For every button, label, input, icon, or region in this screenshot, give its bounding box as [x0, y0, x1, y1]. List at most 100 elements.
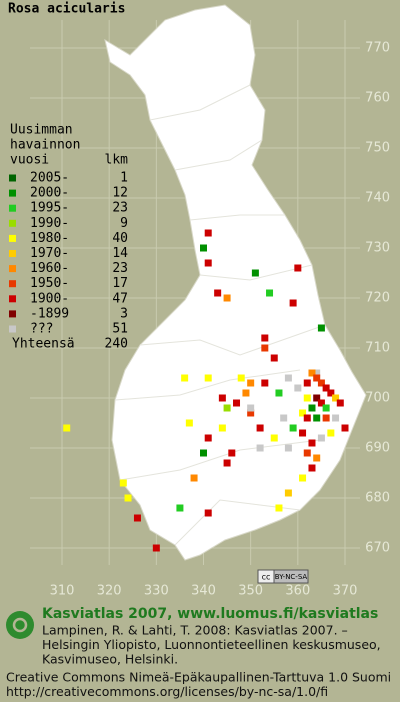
observation-square — [247, 379, 255, 387]
legend-count: 14 — [112, 246, 128, 261]
observation-square — [317, 434, 325, 442]
observation-square — [313, 414, 321, 422]
observation-square — [313, 454, 321, 462]
legend-swatch — [9, 189, 16, 197]
observation-square — [284, 374, 292, 382]
observation-square — [223, 459, 231, 467]
observation-square — [313, 394, 321, 402]
x-tick-label: 320 — [97, 584, 122, 599]
observation-square — [284, 489, 292, 497]
region-borders — [114, 84, 326, 546]
observation-square — [200, 449, 207, 457]
observation-square — [242, 389, 250, 397]
observation-square — [332, 414, 340, 422]
observation-square — [247, 409, 255, 417]
observation-square — [317, 399, 325, 407]
license-line: Creative Commons Nimeä-Epäkaupallinen-Ta… — [6, 670, 391, 685]
license-line: http://creativecommons.org/licenses/by-n… — [6, 684, 328, 699]
observation-square — [256, 444, 264, 452]
citation-line: Lampinen, R. & Lahti, T. 2008: Kasviatla… — [42, 623, 348, 638]
observation-square — [317, 324, 325, 332]
legend-label: 1900- — [30, 291, 69, 306]
observation-square — [204, 374, 212, 382]
observation-square — [233, 399, 241, 407]
observation-square — [299, 409, 307, 417]
observation-square — [280, 414, 288, 422]
site-link[interactable]: Kasviatlas 2007, www.luomus.fi/kasviatla… — [42, 606, 378, 622]
legend-label: -1899 — [30, 306, 69, 321]
x-tick-label: 360 — [285, 584, 310, 599]
observation-square — [200, 244, 207, 252]
legend-swatch — [9, 204, 16, 212]
observation-square — [218, 394, 226, 402]
title: Rosa acicularis — [8, 2, 125, 17]
legend-count: 12 — [112, 186, 128, 201]
observation-square — [275, 389, 283, 397]
legend-label: 2005- — [30, 171, 69, 186]
observation-square — [299, 474, 307, 482]
observation-square — [152, 544, 160, 552]
legend-label: ??? — [30, 322, 53, 337]
observation-square — [327, 389, 335, 397]
y-tick-label: 670 — [365, 541, 390, 556]
observation-square — [294, 384, 302, 392]
observation-square — [308, 369, 316, 377]
y-tick-label: 760 — [365, 91, 390, 106]
observation-square — [308, 404, 316, 412]
y-tick-label: 720 — [365, 291, 390, 306]
observation-square — [218, 424, 226, 432]
legend-swatch — [9, 265, 16, 273]
badge-cc: cc — [262, 573, 271, 582]
observation-square — [133, 514, 141, 522]
legend-label: 1990- — [30, 216, 69, 231]
legend-count: 1 — [120, 171, 128, 186]
observation-square — [317, 379, 325, 387]
legend-heading: vuosi — [10, 153, 49, 168]
y-tick-label: 730 — [365, 241, 390, 256]
observation-square — [181, 374, 189, 382]
observation-square — [247, 404, 255, 412]
observation-square — [261, 379, 269, 387]
observation-square — [289, 299, 297, 307]
observation-square — [270, 434, 278, 442]
observation-square — [303, 379, 311, 387]
observation-square — [313, 369, 321, 377]
observation-square — [124, 494, 132, 502]
legend-swatch — [9, 219, 16, 227]
observation-square — [322, 384, 330, 392]
badge-license: BY-NC-SA — [275, 573, 308, 581]
legend-swatch — [9, 295, 16, 303]
observation-square — [303, 449, 311, 457]
observation-square — [341, 424, 349, 432]
observation-square — [270, 354, 278, 362]
logo-spiral — [12, 617, 28, 633]
observation-square — [237, 374, 245, 382]
y-tick-label: 740 — [365, 191, 390, 206]
legend-total-label: Yhteensä — [12, 337, 75, 352]
y-tick-label: 750 — [365, 141, 390, 156]
observation-square — [251, 269, 259, 277]
legend-swatch — [9, 310, 16, 318]
y-tick-label: 680 — [365, 491, 390, 506]
observation-square — [299, 429, 307, 437]
y-tick-label: 700 — [365, 391, 390, 406]
license-badge: cc BY-NC-SA — [257, 569, 309, 584]
legend-swatch — [9, 234, 16, 242]
observation-square — [332, 394, 340, 402]
legend-count: 9 — [120, 216, 128, 231]
legend-label: 1995- — [30, 201, 69, 216]
observation-square — [204, 229, 212, 237]
logo — [6, 611, 34, 639]
observation-square — [284, 444, 292, 452]
observation-square — [275, 504, 283, 512]
observation-square — [308, 439, 316, 447]
legend-count: 17 — [112, 276, 128, 291]
y-tick-label: 710 — [365, 341, 390, 356]
legend-heading: havainnon — [10, 138, 80, 153]
legend-swatch — [9, 280, 16, 288]
observation-square — [313, 374, 321, 382]
observation-square — [322, 404, 330, 412]
observation-square — [63, 424, 71, 432]
legend-count: 40 — [112, 231, 128, 246]
